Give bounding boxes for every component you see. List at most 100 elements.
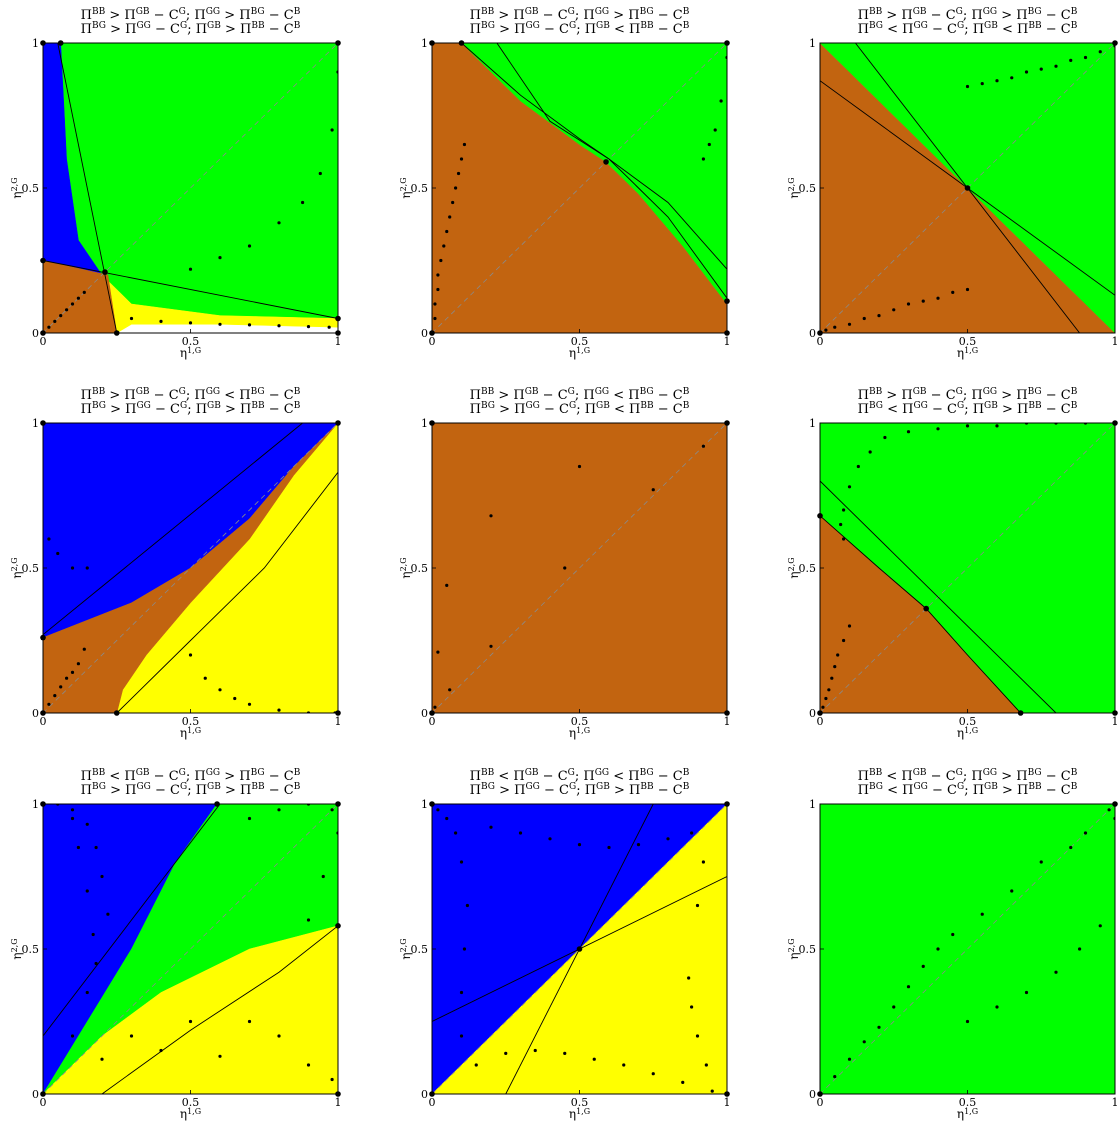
panel-title-line-2: ΠBG < ΠGG − CG; ΠGB > ΠBB − CB	[858, 401, 1078, 417]
trajectory-point	[454, 831, 458, 835]
plot-area	[43, 423, 338, 713]
trajectory-point	[318, 171, 322, 176]
trajectory-point	[965, 84, 970, 89]
trajectory-point	[548, 837, 552, 841]
trajectory-point	[877, 1025, 881, 1029]
trajectory-point	[70, 1034, 75, 1038]
trajectory-point	[474, 1063, 478, 1067]
trajectory-point	[921, 964, 925, 969]
trajectory-point	[277, 324, 281, 328]
trajectory-point	[965, 424, 970, 428]
trajectory-point	[681, 1080, 685, 1084]
trajectory-point	[330, 808, 334, 812]
trajectory-point	[1083, 831, 1088, 835]
diagonal-line	[432, 804, 727, 1094]
steady-state-point	[576, 946, 583, 952]
trajectory-point	[82, 290, 86, 294]
y-tick-label: 0.5	[411, 943, 429, 956]
trajectory-point	[277, 1034, 281, 1038]
trajectory-point	[719, 99, 723, 103]
trajectory-point	[877, 314, 881, 318]
trajectory-point	[906, 430, 911, 434]
trajectory-point	[459, 860, 464, 864]
trajectory-point	[563, 566, 567, 570]
y-tick-label: 0	[421, 707, 428, 720]
trajectory-point	[842, 638, 846, 643]
trajectory-point	[651, 488, 655, 492]
y-tick-label: 1	[421, 417, 428, 430]
trajectory-point	[489, 825, 493, 829]
x-axis-label: η1,G	[957, 726, 978, 741]
x-tick-label: 1	[724, 715, 731, 728]
trajectory-point	[651, 1072, 655, 1076]
plot-area	[43, 43, 338, 333]
trajectory-point	[330, 1077, 334, 1082]
x-tick-label: 0	[817, 715, 824, 728]
trajectory-point	[65, 308, 69, 312]
trajectory-point	[277, 221, 281, 225]
trajectory-point	[833, 665, 837, 669]
trajectory-point	[85, 822, 89, 826]
trajectory-point	[188, 267, 193, 271]
x-tick-label: 0	[429, 335, 436, 348]
trajectory-point	[687, 976, 691, 980]
trajectory-point	[666, 837, 670, 841]
y-tick-label: 0.5	[411, 182, 429, 195]
trajectory-point	[847, 624, 852, 628]
trajectory-point	[892, 308, 896, 312]
trajectory-point	[436, 287, 440, 292]
trajectory-point	[965, 287, 970, 292]
trajectory-point	[439, 258, 443, 263]
trajectory-point	[862, 1040, 866, 1044]
diagonal-line	[43, 804, 338, 1094]
trajectory-point	[306, 325, 311, 329]
diagonal-line	[432, 423, 727, 713]
trajectory-point	[94, 961, 98, 966]
trajectory-point	[695, 1034, 700, 1038]
diagonal-line	[820, 43, 1115, 333]
trajectory-point	[1039, 67, 1043, 71]
trajectory-point	[518, 831, 523, 835]
panel-title-line-1: ΠBB > ΠGB − CG; ΠGG > ΠBG − CB	[858, 387, 1078, 403]
boundary-curve	[496, 43, 727, 270]
y-tick-label: 1	[32, 798, 39, 811]
trajectory-point	[247, 1019, 252, 1024]
trajectory-point	[833, 325, 837, 329]
panel-title-line-2: ΠBG < ΠGG − CG; ΠGB < ΠBB − CB	[858, 21, 1078, 37]
trajectory-point	[53, 694, 57, 698]
panel-title-line-1: ΠBB > ΠGB − CG; ΠGG < ΠBG − CB	[81, 387, 301, 403]
trajectory-point	[436, 273, 440, 277]
trajectory-point	[306, 1063, 311, 1067]
trajectory-point	[1024, 70, 1029, 74]
trajectory-point	[76, 845, 80, 850]
trajectory-point	[56, 551, 60, 556]
y-tick-label: 1	[421, 37, 428, 50]
x-tick-label: 1	[335, 715, 342, 728]
x-tick-label: 0.5	[182, 715, 200, 728]
x-axis-label: η1,G	[569, 726, 590, 741]
trajectory-point	[1069, 58, 1073, 63]
trajectory-point	[824, 328, 828, 332]
trajectory-point	[465, 903, 469, 908]
y-axis-label: η2,G	[399, 938, 414, 959]
trajectory-point	[504, 1051, 508, 1055]
region-green	[461, 43, 727, 305]
trajectory-point	[188, 321, 193, 325]
trajectory-point	[868, 450, 872, 454]
trajectory-point	[690, 1005, 694, 1009]
trajectory-point	[456, 171, 461, 176]
trajectory-point	[906, 302, 911, 306]
trajectory-point	[82, 647, 86, 651]
trajectory-point	[70, 670, 75, 675]
trajectory-point	[76, 662, 80, 666]
trajectory-point	[129, 316, 134, 321]
trajectory-point	[247, 323, 252, 327]
y-tick-label: 1	[32, 37, 39, 50]
trajectory-point	[951, 932, 955, 937]
trajectory-point	[247, 702, 252, 706]
trajectory-point	[965, 1019, 970, 1024]
